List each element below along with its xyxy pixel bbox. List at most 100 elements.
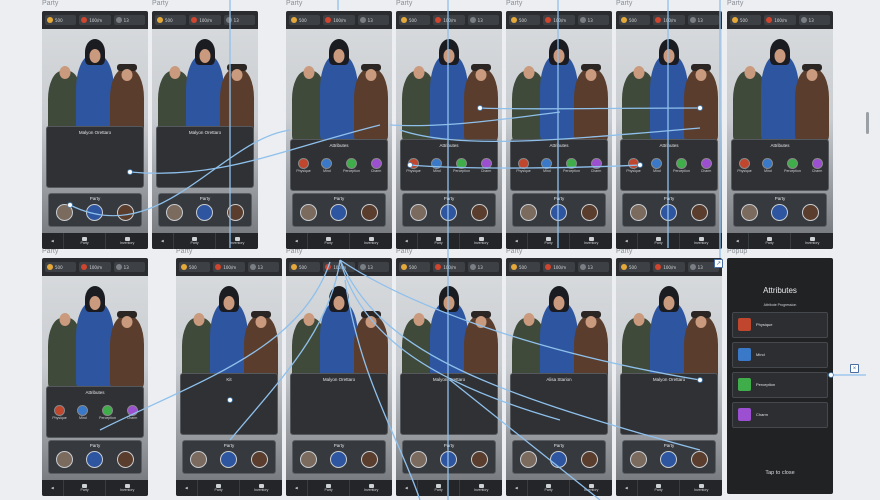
back-button[interactable]: ◀ [506, 480, 527, 496]
inventory-tab[interactable]: Inventory [459, 233, 502, 249]
party-avatar[interactable] [629, 451, 647, 468]
party-tab[interactable]: Party [636, 233, 680, 249]
party-avatar[interactable] [519, 451, 537, 468]
party-avatar[interactable] [86, 204, 104, 221]
inventory-tab[interactable]: Inventory [459, 480, 502, 496]
party-avatar[interactable] [471, 451, 489, 468]
mind-icon[interactable] [541, 158, 553, 169]
party-avatar[interactable] [117, 451, 135, 468]
party-avatar[interactable] [519, 204, 537, 221]
scrollbar[interactable] [866, 112, 869, 134]
party-avatar[interactable] [220, 451, 238, 468]
inventory-tab[interactable]: Inventory [679, 480, 722, 496]
party-avatar[interactable] [55, 451, 73, 468]
party-avatar[interactable] [227, 204, 245, 221]
physique-icon[interactable] [739, 158, 751, 169]
party-avatar[interactable] [771, 204, 789, 221]
perception-icon[interactable] [456, 158, 468, 169]
perception-icon[interactable] [346, 158, 358, 169]
party-avatar[interactable] [550, 451, 568, 468]
close-icon[interactable]: × [850, 364, 859, 373]
back-button[interactable]: ◀ [42, 233, 63, 249]
party-avatar[interactable] [330, 204, 348, 221]
party-tab[interactable]: Party [526, 480, 570, 496]
party-tab[interactable]: Party [306, 480, 350, 496]
party-avatar[interactable] [660, 451, 678, 468]
back-button[interactable]: ◀ [616, 233, 637, 249]
party-avatar[interactable] [440, 204, 458, 221]
inventory-tab[interactable]: Inventory [349, 233, 392, 249]
back-button[interactable]: ◀ [396, 480, 417, 496]
back-button[interactable]: ◀ [616, 480, 637, 496]
charm-icon[interactable] [700, 158, 712, 169]
physique-icon[interactable] [518, 158, 530, 169]
mind-icon[interactable] [77, 405, 89, 416]
party-tab[interactable]: Party [747, 233, 791, 249]
party-avatar[interactable] [299, 451, 317, 468]
back-button[interactable]: ◀ [42, 480, 63, 496]
perception-icon[interactable] [787, 158, 799, 169]
mind-icon[interactable] [651, 158, 663, 169]
party-tab[interactable]: Party [636, 480, 680, 496]
charm-icon[interactable] [370, 158, 382, 169]
party-avatar[interactable] [660, 204, 678, 221]
charm-icon[interactable] [480, 158, 492, 169]
inventory-tab[interactable]: Inventory [569, 233, 612, 249]
perception-icon[interactable] [676, 158, 688, 169]
export-icon[interactable]: ↗ [714, 259, 723, 268]
party-avatar[interactable] [55, 204, 73, 221]
inventory-tab[interactable]: Inventory [349, 480, 392, 496]
party-avatar[interactable] [629, 204, 647, 221]
back-button[interactable]: ◀ [396, 233, 417, 249]
party-avatar[interactable] [691, 451, 709, 468]
physique-icon[interactable] [408, 158, 420, 169]
party-tab[interactable]: Party [172, 233, 216, 249]
mind-icon[interactable] [431, 158, 443, 169]
charm-icon[interactable] [126, 405, 138, 416]
back-button[interactable]: ◀ [152, 233, 173, 249]
party-tab[interactable]: Party [306, 233, 350, 249]
inventory-tab[interactable]: Inventory [679, 233, 722, 249]
party-avatar[interactable] [581, 204, 599, 221]
party-tab[interactable]: Party [416, 233, 460, 249]
tap-to-close-button[interactable]: Tap to close [765, 470, 795, 476]
party-avatar[interactable] [409, 204, 427, 221]
back-button[interactable]: ◀ [727, 233, 748, 249]
party-avatar[interactable] [117, 204, 135, 221]
party-avatar[interactable] [196, 204, 214, 221]
party-avatar[interactable] [361, 204, 379, 221]
back-button[interactable]: ◀ [286, 233, 307, 249]
party-tab[interactable]: Party [62, 480, 106, 496]
party-avatar[interactable] [550, 204, 568, 221]
mind-icon[interactable] [762, 158, 774, 169]
party-avatar[interactable] [86, 451, 104, 468]
party-avatar[interactable] [409, 451, 427, 468]
charm-icon[interactable] [590, 158, 602, 169]
party-avatar[interactable] [691, 204, 709, 221]
back-button[interactable]: ◀ [506, 233, 527, 249]
party-tab[interactable]: Party [416, 480, 460, 496]
party-avatar[interactable] [471, 204, 489, 221]
party-tab[interactable]: Party [62, 233, 106, 249]
mind-icon[interactable] [321, 158, 333, 169]
inventory-tab[interactable]: Inventory [239, 480, 282, 496]
inventory-tab[interactable]: Inventory [569, 480, 612, 496]
party-tab[interactable]: Party [196, 480, 240, 496]
back-button[interactable]: ◀ [176, 480, 197, 496]
party-avatar[interactable] [802, 204, 820, 221]
back-button[interactable]: ◀ [286, 480, 307, 496]
physique-icon[interactable] [54, 405, 66, 416]
party-avatar[interactable] [189, 451, 207, 468]
party-tab[interactable]: Party [526, 233, 570, 249]
party-avatar[interactable] [740, 204, 758, 221]
physique-icon[interactable] [298, 158, 310, 169]
perception-icon[interactable] [566, 158, 578, 169]
inventory-tab[interactable]: Inventory [215, 233, 258, 249]
charm-icon[interactable] [811, 158, 823, 169]
party-avatar[interactable] [361, 451, 379, 468]
perception-icon[interactable] [102, 405, 114, 416]
party-avatar[interactable] [330, 451, 348, 468]
inventory-tab[interactable]: Inventory [790, 233, 833, 249]
party-avatar[interactable] [165, 204, 183, 221]
party-avatar[interactable] [581, 451, 599, 468]
